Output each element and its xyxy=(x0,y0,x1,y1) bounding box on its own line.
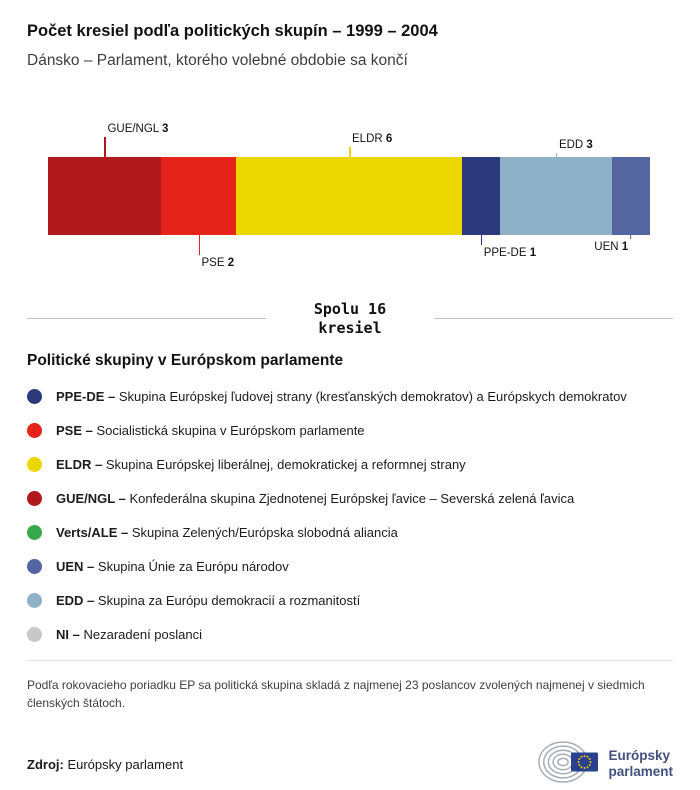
total-line1: Spolu 16 xyxy=(313,300,387,318)
european-parliament-logo: Európsky parlament xyxy=(538,739,673,790)
legend-item-desc: Skupina Európskej liberálnej, demokratic… xyxy=(105,456,466,472)
bar-label-text: UEN 1 xyxy=(594,241,629,253)
stacked-bar xyxy=(48,157,650,235)
bar-label-gue-ngl: GUE/NGL 3 xyxy=(104,121,168,157)
ep-logo-line1: Európsky xyxy=(608,748,670,763)
legend-color-dot xyxy=(27,592,42,608)
bar-label-text: PPE-DE 1 xyxy=(483,247,537,259)
legend-heading: Politické skupiny v Európskom parlamente xyxy=(27,351,344,369)
bar-label-pointer-line xyxy=(629,235,632,239)
total-seats-label: Spolu 16 kresiel xyxy=(266,300,434,338)
bar-segment-ppe-de xyxy=(461,157,500,235)
legend-color-dot xyxy=(27,456,42,472)
legend-item-desc: Konfederálna skupina Zjednotenej Európsk… xyxy=(129,490,575,506)
bar-label-pointer-line xyxy=(349,147,351,157)
legend-item-abbr: ELDR – xyxy=(56,456,106,472)
ep-hemicycle-icon xyxy=(538,739,600,790)
source-text: Európsky parlament xyxy=(67,756,184,772)
bar-segment-uen xyxy=(612,157,650,235)
ep-logo-line2: parlament xyxy=(608,764,673,780)
legend-item-desc: Skupina Zelených/Európska slobodná alian… xyxy=(131,524,398,540)
legend-item-desc: Socialistická skupina v Európskom parlam… xyxy=(96,422,365,438)
legend-item-pse: PSE – Socialistická skupina v Európskom … xyxy=(27,422,673,439)
legend-color-dot xyxy=(27,626,42,642)
legend-item-eldr: ELDR – Skupina Európskej liberálnej, dem… xyxy=(27,456,673,473)
footnote: Podľa rokovacieho poriadku EP sa politic… xyxy=(27,677,645,711)
ep-logo-text: Európsky parlament xyxy=(608,748,673,780)
bar-label-pointer-line xyxy=(480,235,483,245)
legend-item-abbr: NI – xyxy=(56,626,84,642)
bar-segment-eldr xyxy=(236,157,462,235)
legend-item-ni: NI – Nezaradení poslanci xyxy=(27,626,673,643)
bar-label-text: GUE/NGL 3 xyxy=(107,123,169,135)
legend-item-text: PSE – Socialistická skupina v Európskom … xyxy=(56,422,365,439)
footnote-divider xyxy=(27,659,673,661)
legend-item-abbr: UEN – xyxy=(56,558,98,574)
legend-item-text: Verts/ALE – Skupina Zelených/Európska sl… xyxy=(56,524,398,541)
source: Zdroj: Európsky parlament xyxy=(27,757,183,772)
bar-segment-edd xyxy=(499,157,613,235)
legend-item-desc: Skupina Únie za Európu národov xyxy=(97,558,289,574)
page-title: Počet kresiel podľa politických skupín –… xyxy=(27,22,438,40)
legend-color-dot xyxy=(27,422,42,438)
bar-label-ppe-de: PPE-DE 1 xyxy=(480,235,537,261)
legend-color-dot xyxy=(27,524,42,540)
total-rule-right xyxy=(434,318,673,320)
legend-color-dot xyxy=(27,490,42,506)
legend-item-ppe-de: PPE-DE – Skupina Európskej ľudovej stran… xyxy=(27,388,673,405)
legend-item-abbr: PPE-DE – xyxy=(56,388,119,404)
bar-label-text: EDD 3 xyxy=(558,139,593,151)
legend-item-uen: UEN – Skupina Únie za Európu národov xyxy=(27,558,673,575)
total-line2: kresiel xyxy=(318,318,382,337)
legend-item-edd: EDD – Skupina za Európu demokracií a roz… xyxy=(27,592,673,609)
seats-chart: GUE/NGL 3 PSE 2 ELDR 6 PPE-DE 1 EDD 3 UEN 1 xyxy=(0,106,700,276)
bar-label-pointer-line xyxy=(198,235,200,255)
bar-segment-pse xyxy=(160,157,237,235)
bottom-row: Zdroj: Európsky parlament xyxy=(27,739,673,790)
legend-list: PPE-DE – Skupina Európskej ľudovej stran… xyxy=(27,388,673,643)
legend-item-gue-ngl: GUE/NGL – Konfederálna skupina Zjednoten… xyxy=(27,490,673,507)
bar-label-pointer-line xyxy=(104,137,106,157)
legend-item-abbr: EDD – xyxy=(56,592,98,608)
bar-segment-gue-ngl xyxy=(48,157,161,235)
source-label: Zdroj: xyxy=(27,756,64,772)
legend-item-abbr: PSE – xyxy=(56,422,97,438)
bar-label-pointer-line xyxy=(555,153,558,157)
bar-label-text: ELDR 6 xyxy=(352,133,393,145)
legend-item-text: PPE-DE – Skupina Európskej ľudovej stran… xyxy=(56,388,627,405)
legend-item-text: ELDR – Skupina Európskej liberálnej, dem… xyxy=(56,456,466,473)
legend-item-abbr: Verts/ALE – xyxy=(56,524,132,540)
legend-color-dot xyxy=(27,558,42,574)
total-rule-left xyxy=(27,318,266,320)
legend-item-text: NI – Nezaradení poslanci xyxy=(56,626,202,643)
bar-label-edd: EDD 3 xyxy=(555,137,593,157)
bar-label-uen: UEN 1 xyxy=(594,235,632,255)
legend-item-desc: Skupina za Európu demokracií a rozmanito… xyxy=(97,592,361,608)
legend-item-abbr: GUE/NGL – xyxy=(56,490,130,506)
legend-item-desc: Skupina Európskej ľudovej strany (kresťa… xyxy=(118,388,627,404)
legend-item-text: GUE/NGL – Konfederálna skupina Zjednoten… xyxy=(56,490,574,507)
legend-color-dot xyxy=(27,388,42,404)
bar-label-text: PSE 2 xyxy=(201,257,235,269)
legend: Politické skupiny v Európskom parlamente… xyxy=(0,338,700,643)
legend-item-text: UEN – Skupina Únie za Európu národov xyxy=(56,558,289,575)
bar-label-pse: PSE 2 xyxy=(198,235,235,271)
legend-item-desc: Nezaradení poslanci xyxy=(83,626,202,642)
header: Počet kresiel podľa politických skupín –… xyxy=(0,0,700,70)
total-row: Spolu 16 kresiel xyxy=(27,300,673,338)
legend-item-verts-ale: Verts/ALE – Skupina Zelených/Európska sl… xyxy=(27,524,673,541)
legend-item-text: EDD – Skupina za Európu demokracií a roz… xyxy=(56,592,360,609)
page-subtitle: Dánsko – Parlament, ktorého volebné obdo… xyxy=(27,52,408,69)
bar-label-eldr: ELDR 6 xyxy=(349,131,392,157)
